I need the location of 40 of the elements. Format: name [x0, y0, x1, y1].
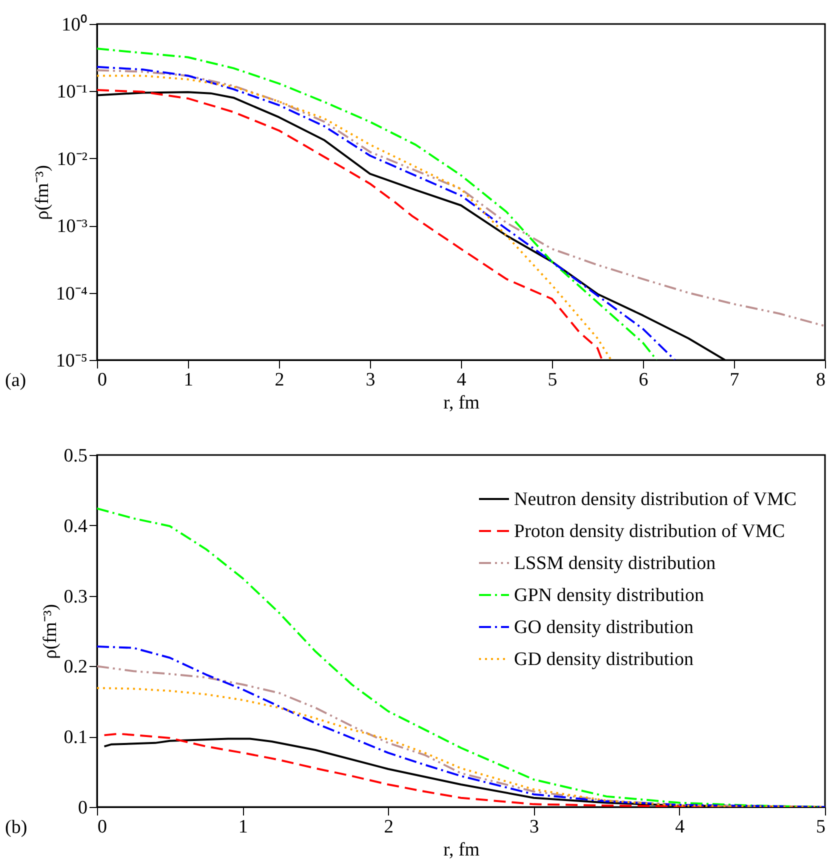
y-tick-label: 0.2 — [64, 656, 88, 678]
x-tick-label: 6 — [638, 370, 648, 390]
y-tick-label: 10⁻² — [56, 148, 88, 170]
x-tick-label: 8 — [816, 370, 826, 390]
x-tick-label: 0 — [98, 816, 107, 838]
y-tick-label: 10⁻³ — [56, 216, 88, 238]
x-tick-label: 4 — [456, 370, 467, 390]
y-tick-label: 0.1 — [64, 727, 88, 748]
y-tick-label: 0.5 — [64, 446, 88, 466]
y-tick-label: 10⁰ — [62, 14, 88, 36]
x-tick-label: 7 — [730, 370, 740, 390]
x-tick-label: 3 — [366, 370, 376, 390]
legend-label: Neutron density distribution of VMC — [514, 489, 797, 510]
legend-label: LSSM density distribution — [514, 553, 716, 574]
text: (a) — [5, 370, 26, 391]
y-axis-title: ρ(fm⁻³) — [32, 165, 53, 220]
y-tick-label: 0 — [78, 798, 88, 818]
x-tick-label: 0 — [98, 370, 107, 390]
y-tick-label: 10⁻¹ — [56, 82, 88, 103]
x-tick-label: 5 — [548, 370, 558, 390]
y-tick-label: 10⁻⁵ — [56, 350, 88, 372]
x-tick-label: 4 — [675, 816, 686, 838]
x-tick-label: 1 — [184, 370, 194, 390]
y-axis-title: ρ(fm⁻³) — [40, 604, 61, 659]
x-tick-label: 2 — [274, 370, 284, 390]
line-series — [97, 69, 825, 328]
y-tick-label: 10⁻⁴ — [56, 283, 88, 304]
y-tick-label: 0.3 — [64, 586, 88, 608]
legend-label: GO density distribution — [514, 617, 694, 638]
y-tick-label: 0.4 — [64, 516, 88, 537]
x-tick-label: 2 — [384, 816, 394, 838]
legend-label: GD density distribution — [514, 649, 694, 670]
x-axis-title: r, fm — [443, 840, 480, 860]
legend-label: GPN density distribution — [514, 585, 705, 606]
x-tick-label: 5 — [816, 816, 826, 838]
legend-label: Proton density distribution of VMC — [514, 521, 785, 542]
x-axis-title: r, fm — [443, 392, 480, 414]
text: (b) — [5, 817, 28, 838]
x-tick-label: 1 — [238, 816, 248, 838]
x-tick-label: 3 — [530, 816, 540, 838]
